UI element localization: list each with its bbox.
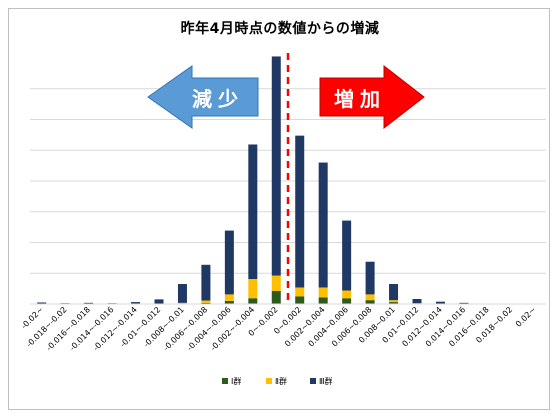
- increase-arrow: 増加: [320, 66, 424, 128]
- legend-label: Ⅱ群: [275, 376, 287, 386]
- legend-label: Ⅰ群: [231, 376, 241, 386]
- bar-segment: [413, 299, 422, 303]
- bar-segment: [248, 298, 257, 304]
- bar-segment: [389, 300, 398, 302]
- legend: Ⅰ群 Ⅱ群 Ⅲ群: [222, 376, 333, 386]
- increase-label: 増加: [334, 87, 386, 111]
- decrease-label: 減少: [192, 87, 244, 111]
- bar-segment: [248, 144, 257, 279]
- bar-segment: [319, 287, 328, 297]
- bar-segment: [225, 294, 234, 301]
- bar-segment: [342, 298, 351, 304]
- x-tick-label: 0.02~: [514, 305, 538, 329]
- bar-segment: [366, 300, 375, 304]
- legend-swatch: [266, 378, 272, 384]
- legend-label: Ⅲ群: [319, 376, 333, 386]
- bar-segment: [272, 276, 281, 291]
- bar-segment: [248, 279, 257, 298]
- bar-segment: [319, 297, 328, 304]
- bar-segment: [366, 294, 375, 300]
- bar-segment: [272, 56, 281, 275]
- x-tick-labels: -0.02~-0.018~-0.02-0.016~-0.018-0.014~-0…: [19, 305, 537, 353]
- bars: [37, 56, 515, 304]
- bar-segment: [272, 291, 281, 304]
- legend-swatch: [310, 378, 316, 384]
- bar-segment: [389, 284, 398, 300]
- legend-swatch: [222, 378, 228, 384]
- bar-segment: [319, 163, 328, 288]
- bar-segment: [295, 136, 304, 288]
- bar-segment: [178, 284, 187, 303]
- bar-segment: [295, 287, 304, 296]
- bar-segment: [201, 265, 210, 301]
- bar-segment: [155, 299, 164, 303]
- bar-segment: [295, 296, 304, 304]
- bar-segment: [201, 301, 210, 303]
- bar-segment: [366, 262, 375, 295]
- bar-segment: [342, 221, 351, 291]
- decrease-arrow: 減少: [148, 66, 258, 128]
- bar-segment: [342, 291, 351, 299]
- bar-segment: [225, 231, 234, 295]
